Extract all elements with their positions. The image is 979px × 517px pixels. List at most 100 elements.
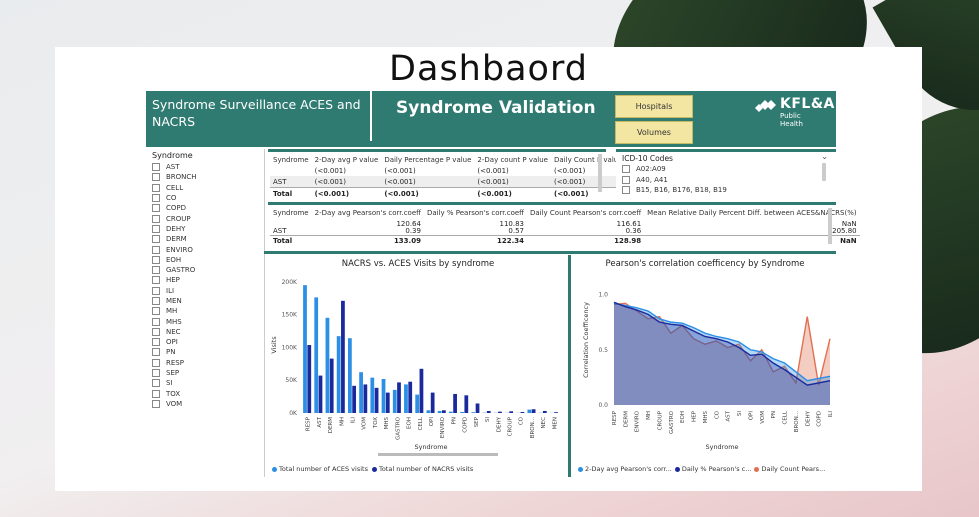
hospitals-button[interactable]: Hospitals: [615, 95, 693, 118]
syndrome-item[interactable]: COPD: [146, 203, 264, 213]
table-total-row: Total 133.09 122.34 128.98 NaN: [270, 234, 860, 247]
checkbox[interactable]: [152, 369, 160, 378]
icd-item[interactable]: B15, B16, B176, B18, B19: [616, 185, 836, 196]
logo-diamonds-icon: [755, 100, 776, 112]
bar: [397, 382, 401, 413]
checkbox[interactable]: [152, 245, 160, 254]
bar: [352, 385, 357, 413]
syndrome-item[interactable]: SEP: [146, 368, 264, 378]
checkbox[interactable]: [152, 224, 160, 233]
x-tick-label: CO: [519, 416, 525, 425]
checkbox[interactable]: [152, 338, 160, 347]
chevron-down-icon[interactable]: ⌄: [821, 152, 828, 161]
syndrome-item[interactable]: GASTRO: [146, 265, 264, 275]
checkbox[interactable]: [152, 266, 160, 275]
checkbox[interactable]: [152, 183, 160, 192]
syndrome-item[interactable]: MHS: [146, 316, 264, 326]
table-scrollbar[interactable]: [598, 154, 602, 192]
checkbox[interactable]: [152, 204, 160, 213]
dashboard: Syndrome Surveillance ACES and NACRS Syn…: [146, 91, 860, 481]
table-row[interactable]: AST 0.39 0.57 0.36 205.80: [270, 228, 860, 235]
icd-item[interactable]: A02:A09: [616, 164, 836, 175]
x-tick-label: HEP: [692, 410, 698, 422]
checkbox[interactable]: [622, 175, 630, 184]
syndrome-item-label: MHS: [166, 317, 182, 326]
checkbox[interactable]: [152, 255, 160, 264]
pvalue-table: Syndrome 2-Day avg P value Daily Percent…: [270, 154, 626, 199]
syndrome-item[interactable]: HEP: [146, 275, 264, 285]
bar: [419, 368, 424, 413]
table-scrollbar[interactable]: [828, 208, 832, 244]
checkbox[interactable]: [152, 297, 160, 305]
checkbox[interactable]: [152, 194, 160, 203]
bar: [318, 375, 323, 413]
x-tick-label: BRON...: [530, 417, 536, 439]
syndrome-item[interactable]: PN: [146, 347, 264, 357]
syndrome-item[interactable]: NEC: [146, 327, 264, 337]
syndrome-item[interactable]: DERM: [146, 234, 264, 244]
syndrome-item[interactable]: EOH: [146, 255, 264, 265]
icd-scrollbar[interactable]: [822, 163, 826, 181]
checkbox[interactable]: [152, 327, 160, 336]
syndrome-item[interactable]: OPI: [146, 337, 264, 347]
x-tick-label: VOM: [362, 417, 368, 430]
checkbox[interactable]: [152, 348, 160, 357]
y-tick-label: 1.0: [598, 292, 608, 299]
checkbox[interactable]: [152, 286, 160, 295]
syndrome-item[interactable]: DEHY: [146, 224, 264, 234]
table-cell: (<0.001): [477, 177, 509, 186]
syndrome-item[interactable]: SI: [146, 378, 264, 388]
bar: [329, 358, 334, 413]
table-row[interactable]: (<0.001) (<0.001) (<0.001) (<0.001): [270, 165, 626, 176]
visits-bar-chart: NACRS vs. ACES Visits by syndrome 0K 50K 1…: [268, 255, 571, 477]
table-row[interactable]: 120.64 110.83 116.61 NaN: [270, 218, 860, 229]
checkbox[interactable]: [152, 399, 160, 408]
series-line: [613, 301, 831, 386]
syndrome-item[interactable]: RESP: [146, 358, 264, 368]
chart-scrollbar: [378, 453, 498, 456]
checkbox[interactable]: [152, 173, 160, 182]
bar: [554, 412, 558, 413]
syndrome-item[interactable]: BRONCH: [146, 172, 264, 182]
syndrome-item[interactable]: VOM: [146, 399, 264, 409]
syndrome-item[interactable]: ENVIRO: [146, 244, 264, 254]
checkbox[interactable]: [152, 358, 160, 367]
x-tick-label: RESP: [306, 416, 312, 431]
syndrome-item-label: SI: [166, 379, 173, 388]
syndrome-item[interactable]: CELL: [146, 183, 264, 193]
legend-dot: [674, 466, 680, 472]
icd-item-label: A40, A41: [636, 175, 668, 184]
syndrome-item[interactable]: CROUP: [146, 213, 264, 223]
legend-label: Daily % Pearson's c...: [681, 465, 752, 473]
syndrome-item[interactable]: ILI: [146, 286, 264, 296]
presentation-card: Dashbaord Syndrome Surveillance ACES and…: [55, 47, 922, 491]
x-tick-label: PN: [771, 411, 777, 418]
checkbox[interactable]: [152, 379, 160, 388]
syndrome-item[interactable]: TOX: [146, 389, 264, 399]
checkbox[interactable]: [152, 389, 160, 398]
table-cell: 0.57: [508, 228, 524, 235]
syndrome-item-label: DEHY: [166, 224, 186, 233]
icd-slicer-title: ICD-10 Codes: [622, 154, 673, 163]
table-cell: 0.36: [625, 228, 642, 235]
logo-name: KFL&A: [780, 96, 835, 112]
syndrome-item[interactable]: MEN: [146, 296, 264, 306]
checkbox[interactable]: [622, 186, 630, 195]
checkbox[interactable]: [152, 317, 160, 326]
volumes-button[interactable]: Volumes: [615, 121, 693, 144]
table-cell: (<0.001): [314, 177, 346, 186]
table-row[interactable]: AST (<0.001) (<0.001) (<0.001) (<0.001): [270, 176, 626, 188]
checkbox[interactable]: [152, 235, 160, 244]
syndrome-item[interactable]: MH: [146, 306, 264, 316]
icd-item[interactable]: A40, A41: [616, 175, 836, 186]
checkbox[interactable]: [622, 165, 630, 174]
table-cell: Total: [270, 187, 312, 199]
x-tick-label: COPD: [463, 417, 469, 433]
table-cell: (<0.001): [477, 166, 509, 175]
checkbox[interactable]: [152, 214, 160, 223]
checkbox[interactable]: [152, 307, 160, 316]
checkbox[interactable]: [152, 276, 160, 285]
syndrome-item[interactable]: CO: [146, 193, 264, 203]
checkbox[interactable]: [152, 163, 160, 172]
syndrome-item[interactable]: AST: [146, 162, 264, 172]
